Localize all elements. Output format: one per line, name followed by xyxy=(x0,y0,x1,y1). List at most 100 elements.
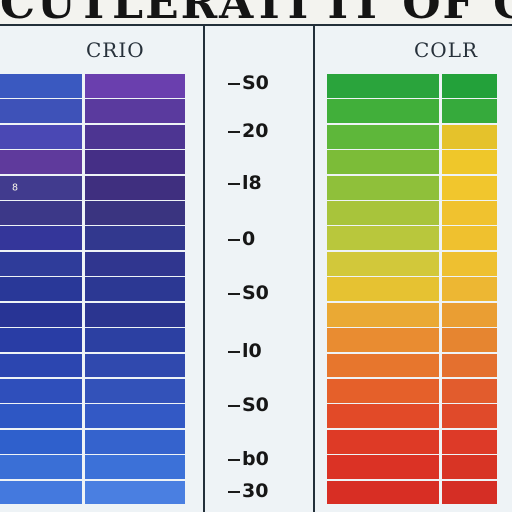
right-panel-header: COLR xyxy=(414,38,479,62)
left-table-row xyxy=(0,74,185,98)
scale-label: 20 xyxy=(242,120,269,142)
left-table-row xyxy=(0,302,185,327)
left-table-swatch-a xyxy=(0,378,82,403)
left-table-swatch-a xyxy=(0,455,82,480)
scale-tick xyxy=(228,491,240,493)
scale-tick xyxy=(228,183,240,185)
right-table-swatch-b xyxy=(442,277,497,302)
right-table-swatch-a xyxy=(327,74,439,98)
right-table-row xyxy=(327,353,497,378)
left-table-swatch-a: 8 xyxy=(0,175,82,200)
right-color-table xyxy=(327,74,497,506)
right-table-swatch-b xyxy=(442,124,497,149)
right-table-row xyxy=(327,226,497,251)
right-table-swatch-a xyxy=(327,201,439,225)
left-table-swatch-b xyxy=(85,74,185,98)
scale-mark: S0 xyxy=(212,72,312,94)
right-table-row xyxy=(327,480,497,505)
scale-tick xyxy=(228,83,240,85)
left-table-row xyxy=(0,328,185,353)
scale-tick xyxy=(228,405,240,407)
left-table-row xyxy=(0,251,185,276)
right-table-row xyxy=(327,175,497,200)
left-table-swatch-a xyxy=(0,99,82,124)
scale-tick xyxy=(228,459,240,461)
right-table-swatch-b xyxy=(442,175,497,200)
left-table-row xyxy=(0,277,185,302)
right-table-swatch-b xyxy=(442,99,497,124)
scale-label: l8 xyxy=(242,172,262,194)
right-table-swatch-b xyxy=(442,74,497,98)
scale-label: S0 xyxy=(242,394,269,416)
right-table-swatch-a xyxy=(327,175,439,200)
scale-label: S0 xyxy=(242,282,269,304)
scale-mark: S0 xyxy=(212,394,312,416)
left-table-swatch-b xyxy=(85,201,185,225)
right-table-swatch-b xyxy=(442,150,497,175)
right-table-row xyxy=(327,429,497,454)
right-table-swatch-a xyxy=(327,226,439,251)
scale-label: S0 xyxy=(242,72,269,94)
right-table-swatch-a xyxy=(327,99,439,124)
scale-tick xyxy=(228,293,240,295)
right-table-swatch-a xyxy=(327,429,439,454)
right-table-swatch-b xyxy=(442,480,497,505)
left-table-swatch-b xyxy=(85,99,185,124)
left-table-swatch-b xyxy=(85,353,185,378)
left-table-row xyxy=(0,404,185,429)
left-table-row xyxy=(0,353,185,378)
left-panel-header: CRIO xyxy=(86,38,145,62)
left-table-swatch-b xyxy=(85,226,185,251)
right-table-row xyxy=(327,404,497,429)
right-table-row xyxy=(327,455,497,480)
scale-label: b0 xyxy=(242,448,269,470)
left-table-swatch-a xyxy=(0,353,82,378)
left-table-row: 8 xyxy=(0,175,185,200)
right-table-row xyxy=(327,99,497,124)
left-table-row xyxy=(0,455,185,480)
left-table-swatch-b xyxy=(85,175,185,200)
scale-label: l0 xyxy=(242,340,262,362)
left-table-swatch-a xyxy=(0,124,82,149)
left-table-row xyxy=(0,150,185,175)
left-table-swatch-b xyxy=(85,124,185,149)
left-table-row xyxy=(0,201,185,225)
right-table-row xyxy=(327,124,497,149)
scale-tick xyxy=(228,131,240,133)
left-table-swatch-a xyxy=(0,302,82,327)
right-table-swatch-a xyxy=(327,353,439,378)
right-table-swatch-a xyxy=(327,328,439,353)
right-table-swatch-b xyxy=(442,328,497,353)
left-table-swatch-a xyxy=(0,429,82,454)
title-banner: CUTLERATI IT OF COMPUTE xyxy=(0,0,512,24)
scale-mark: 0 xyxy=(212,228,312,250)
left-table-swatch-a xyxy=(0,277,82,302)
right-table-row xyxy=(327,378,497,403)
right-table-swatch-b xyxy=(442,429,497,454)
left-table-row xyxy=(0,99,185,124)
scale-label: 0 xyxy=(242,228,256,250)
right-table-swatch-a xyxy=(327,277,439,302)
right-table-swatch-a xyxy=(327,150,439,175)
right-table-swatch-b xyxy=(442,378,497,403)
top-divider xyxy=(0,24,512,26)
left-table-swatch-a xyxy=(0,74,82,98)
right-table-row xyxy=(327,150,497,175)
right-table-swatch-a xyxy=(327,404,439,429)
left-table-swatch-a xyxy=(0,328,82,353)
left-table-row xyxy=(0,480,185,505)
left-table-swatch-b xyxy=(85,480,185,505)
left-table-row xyxy=(0,378,185,403)
right-table-swatch-b xyxy=(442,455,497,480)
scale-mark: 30 xyxy=(212,480,312,502)
left-table-swatch-a xyxy=(0,201,82,225)
scale-mark: S0 xyxy=(212,282,312,304)
left-table-row xyxy=(0,124,185,149)
left-table-swatch-a xyxy=(0,150,82,175)
left-table-swatch-a xyxy=(0,404,82,429)
scale-mark: l8 xyxy=(212,172,312,194)
right-table-row xyxy=(327,302,497,327)
right-table-swatch-a xyxy=(327,302,439,327)
right-table-row xyxy=(327,251,497,276)
left-table-swatch-b xyxy=(85,455,185,480)
